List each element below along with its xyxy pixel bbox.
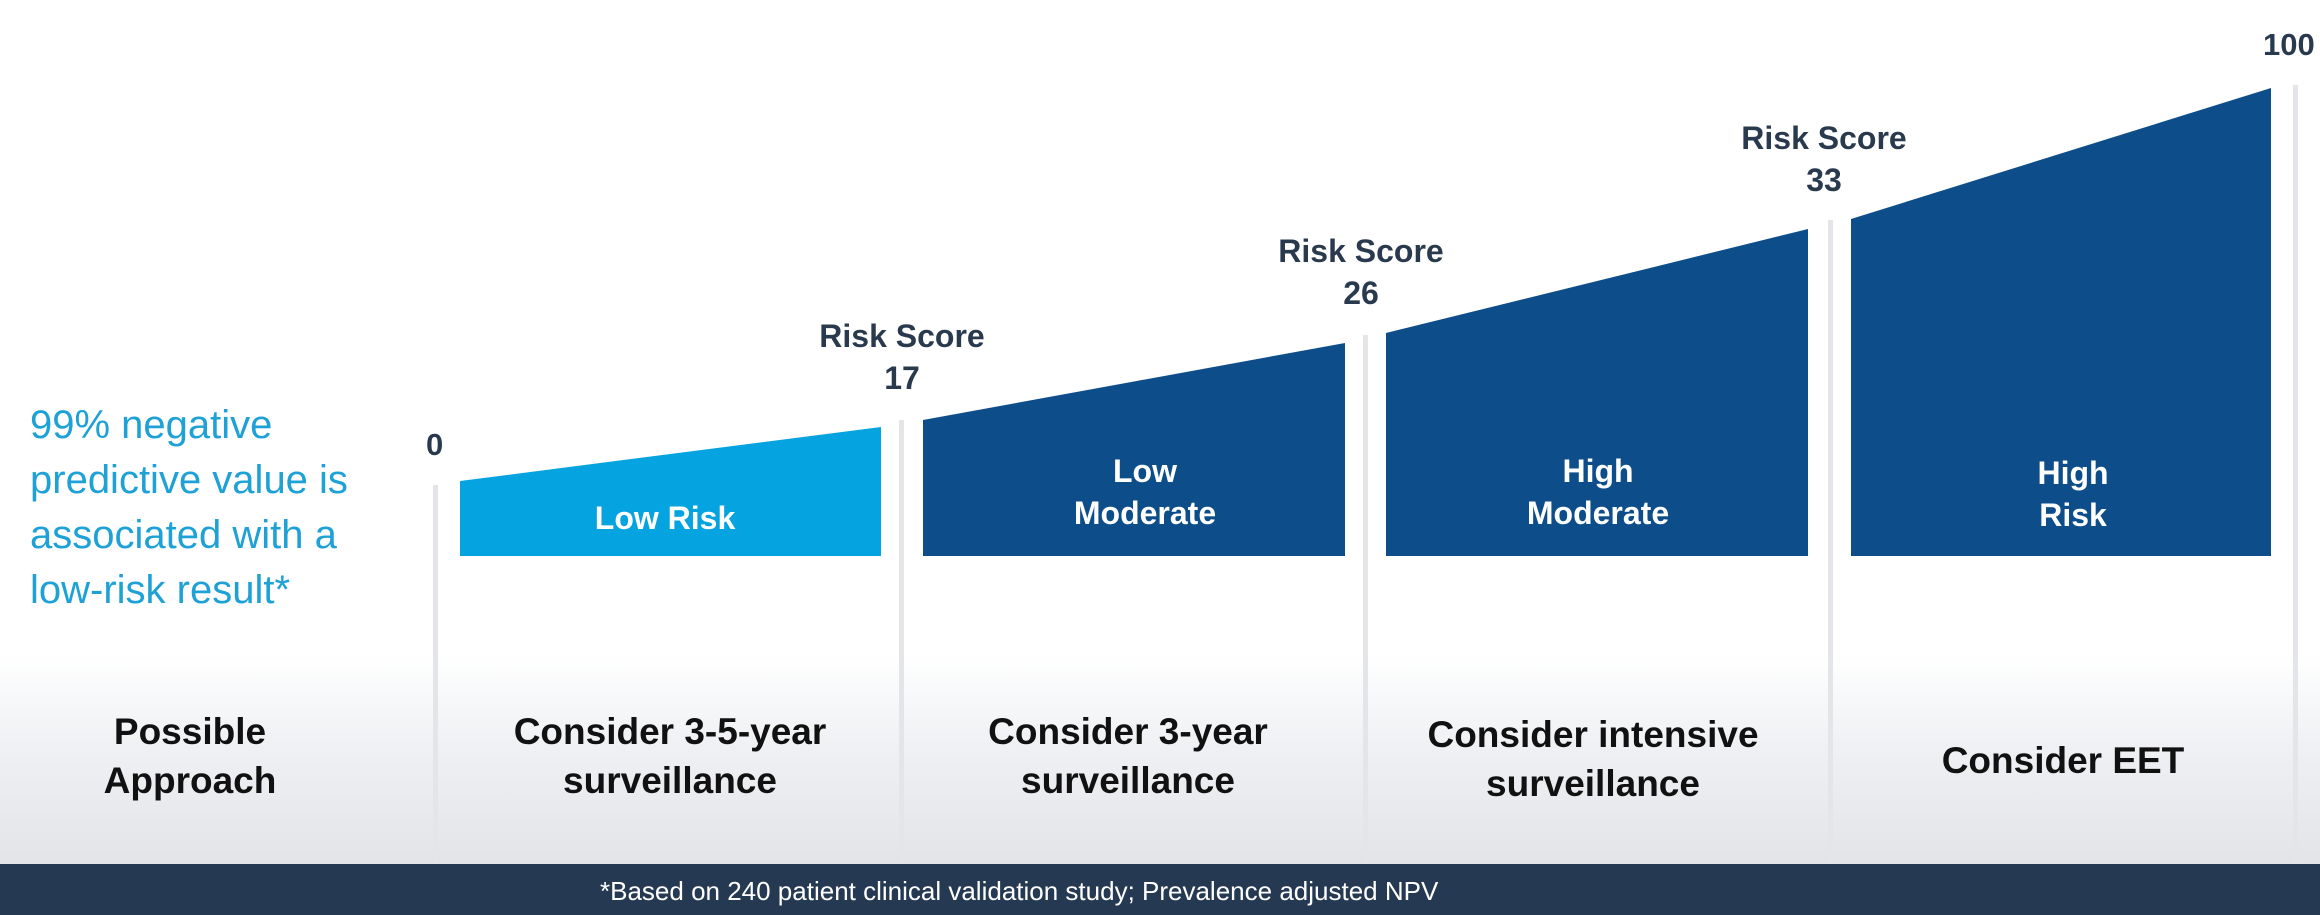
threshold-value: 26 bbox=[1343, 275, 1379, 311]
band-low-risk bbox=[460, 427, 881, 556]
band-label-line: High bbox=[2037, 455, 2109, 491]
approach-row-background bbox=[0, 655, 2320, 865]
column-divider bbox=[1363, 335, 1368, 865]
band-label-high-moderate: High Moderate bbox=[1458, 450, 1738, 534]
band-label-high-risk: High Risk bbox=[1933, 452, 2213, 536]
approach-line: Consider 3-5-year bbox=[513, 711, 827, 752]
column-divider bbox=[2293, 85, 2298, 865]
approach-high-risk: Consider EET bbox=[1863, 736, 2263, 785]
band-low-moderate bbox=[923, 343, 1345, 556]
approach-line: Consider 3-year bbox=[988, 711, 1268, 752]
threshold-label-17: Risk Score 17 bbox=[782, 315, 1022, 399]
scale-start-value: 0 bbox=[426, 427, 444, 462]
approach-line: surveillance bbox=[1021, 760, 1235, 801]
approach-line: Consider intensive bbox=[1427, 714, 1759, 755]
band-label-low-moderate: Low Moderate bbox=[1005, 450, 1285, 534]
approach-header: Possible Approach bbox=[40, 707, 340, 805]
footnote: *Based on 240 patient clinical validatio… bbox=[600, 876, 1439, 906]
band-label-line: Low Risk bbox=[594, 500, 736, 536]
column-divider bbox=[433, 485, 438, 865]
band-high-risk bbox=[1851, 88, 2271, 556]
approach-header-line: Approach bbox=[103, 760, 277, 801]
column-divider bbox=[899, 420, 904, 865]
column-divider bbox=[1828, 220, 1833, 865]
threshold-title: Risk Score bbox=[1741, 120, 1907, 156]
approach-line: surveillance bbox=[563, 760, 777, 801]
threshold-title: Risk Score bbox=[1278, 233, 1444, 269]
approach-high-moderate: Consider intensive surveillance bbox=[1393, 710, 1793, 808]
band-label-line: Moderate bbox=[1526, 495, 1670, 531]
threshold-label-33: Risk Score 33 bbox=[1704, 117, 1944, 201]
approach-line: Consider EET bbox=[1941, 740, 2185, 781]
approach-low-risk: Consider 3-5-year surveillance bbox=[470, 707, 870, 805]
approach-line: surveillance bbox=[1486, 763, 1700, 804]
band-label-line: High bbox=[1562, 453, 1634, 489]
scale-end-value: 100 bbox=[2263, 27, 2315, 62]
band-label-line: Moderate bbox=[1073, 495, 1217, 531]
approach-header-line: Possible bbox=[113, 711, 267, 752]
band-high-moderate bbox=[1386, 229, 1808, 556]
approach-low-moderate: Consider 3-year surveillance bbox=[928, 707, 1328, 805]
threshold-title: Risk Score bbox=[819, 318, 985, 354]
footer-bar bbox=[0, 864, 2320, 915]
band-label-line: Low bbox=[1113, 453, 1177, 489]
npv-statement: 99% negative predictive value is associa… bbox=[30, 403, 348, 612]
band-label-low-risk: Low Risk bbox=[530, 497, 800, 539]
threshold-label-26: Risk Score 26 bbox=[1241, 230, 1481, 314]
band-label-line: Risk bbox=[2039, 497, 2107, 533]
threshold-value: 33 bbox=[1806, 162, 1842, 198]
threshold-value: 17 bbox=[884, 360, 920, 396]
